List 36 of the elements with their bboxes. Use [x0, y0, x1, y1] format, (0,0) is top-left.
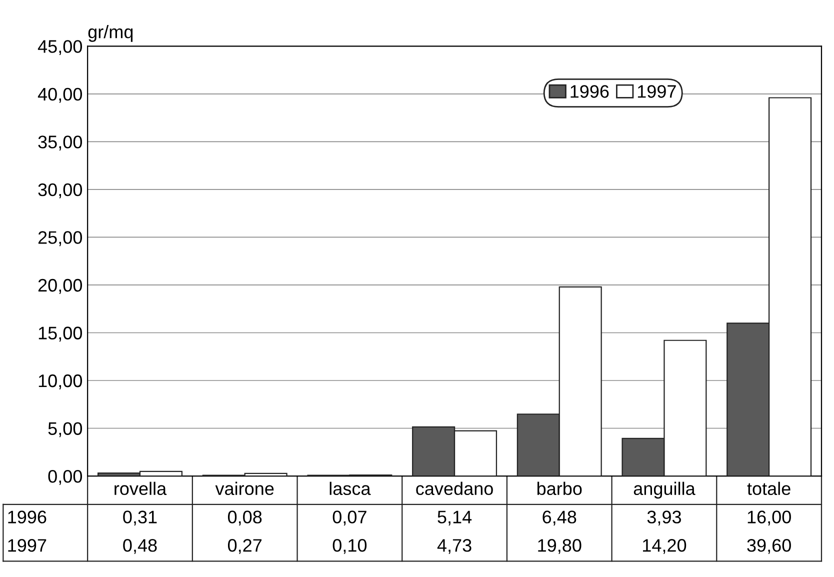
x-tick-label: barbo [537, 482, 582, 496]
y-tick-label: 25,00 [38, 231, 82, 246]
y-tick-label: 40,00 [38, 88, 82, 103]
y-tick-label: 5,00 [48, 422, 82, 438]
data-label: 3,93 [647, 510, 681, 526]
y-tick-label: 30,00 [38, 183, 82, 198]
y-tick-label: 45,00 [38, 40, 82, 56]
text: 1996 [8, 510, 46, 524]
x-tick-label: rovella [114, 482, 167, 496]
data-label: 0,08 [228, 510, 262, 526]
legend-label: 1997 [638, 85, 676, 98]
data-label: 19,80 [538, 539, 582, 554]
data-label: 0,48 [123, 539, 157, 554]
data-label: 4,73 [437, 539, 472, 554]
x-tick-label: totale [747, 482, 790, 496]
data-label: 6,48 [542, 510, 576, 526]
data-label: 14,20 [643, 539, 686, 554]
y-tick-label: 15,00 [38, 326, 82, 342]
x-tick-label: cavedano [416, 482, 493, 496]
x-tick-label: anguilla [634, 482, 696, 499]
y-tick-label: 0,00 [48, 470, 82, 485]
data-label: 39,60 [747, 539, 791, 554]
text: 1997 [8, 539, 46, 552]
data-label: 0,10 [332, 539, 367, 554]
x-tick-label: vairone [215, 482, 274, 496]
data-label: 0,27 [228, 539, 262, 554]
y-axis-title: gr/mq [88, 25, 133, 42]
y-tick-label: 35,00 [38, 136, 82, 151]
x-tick-label: lasca [330, 482, 371, 496]
legend-label: 1996 [570, 85, 609, 98]
y-tick-label: 20,00 [38, 278, 82, 294]
data-label: 0,07 [332, 510, 366, 526]
data-label: 5,14 [438, 510, 472, 526]
data-label: 0,31 [123, 510, 157, 526]
y-tick-label: 10,00 [38, 374, 82, 390]
data-label: 16,00 [748, 510, 791, 526]
